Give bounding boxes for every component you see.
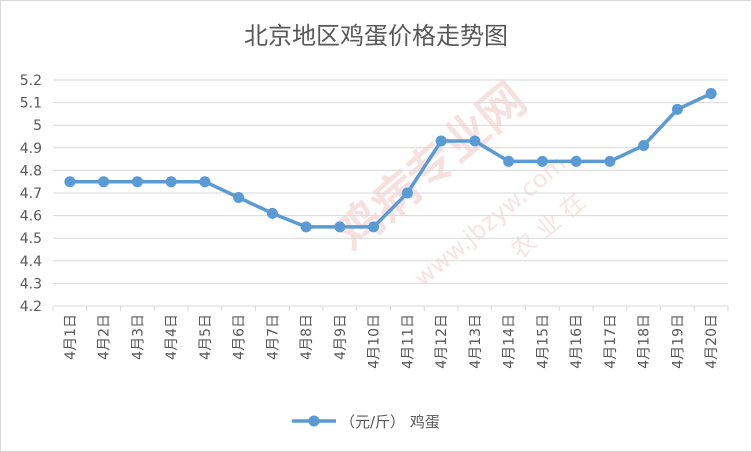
data-point [536, 155, 548, 167]
data-point [64, 176, 76, 188]
y-tick-label: 4.5 [20, 231, 42, 247]
y-tick-label: 5 [33, 118, 42, 134]
y-tick-label: 4.2 [20, 299, 42, 315]
legend: （元/斤） 鸡蛋 [292, 413, 440, 431]
x-tick-label: 4月20日 [704, 314, 720, 369]
y-axis: 4.2 4.3 4.4 4.5 4.6 4.7 4.8 4.9 5 5.1 5.2 [20, 73, 42, 315]
x-axis: 4月1日 4月2日 4月3日 4月4日 4月5日 4月6日 4月7日 4月8日 4月9日 4月10… [52, 306, 729, 369]
y-tick-label: 4.7 [20, 186, 42, 202]
x-tick-label: 4月18日 [637, 314, 653, 369]
legend-label: （元/斤） 鸡蛋 [340, 413, 440, 431]
data-point [638, 140, 650, 152]
data-point [705, 88, 717, 100]
data-point [570, 155, 582, 167]
y-tick-label: 5.2 [20, 73, 42, 89]
x-tick-label: 4月2日 [97, 314, 113, 360]
data-point [199, 176, 211, 188]
data-point [131, 176, 143, 188]
data-point [401, 187, 413, 199]
series-layer [64, 88, 717, 233]
y-tick-label: 4.9 [20, 141, 42, 157]
x-tick-label: 4月8日 [299, 314, 315, 360]
data-point [671, 103, 683, 115]
data-point [266, 207, 278, 219]
x-tick-label: 4月10日 [367, 314, 383, 369]
x-tick-label: 4月4日 [164, 314, 180, 360]
chart-title: 北京地区鸡蛋价格走势图 [244, 22, 508, 50]
data-point [300, 221, 312, 233]
y-tick-label: 4.6 [20, 209, 42, 225]
data-point [233, 192, 245, 204]
x-tick-label: 4月15日 [535, 314, 551, 369]
x-tick-label: 4月7日 [265, 314, 281, 360]
x-tick-label: 4月19日 [670, 314, 686, 369]
data-point [334, 221, 346, 233]
x-tick-label: 4月17日 [603, 314, 619, 369]
series-line [69, 91, 712, 229]
watermark-text: 鸡病专业网 [325, 72, 536, 261]
x-tick-label: 4月6日 [232, 314, 248, 360]
x-tick-label: 4月1日 [63, 314, 79, 360]
y-tick-label: 5.1 [20, 96, 42, 112]
x-tick-label: 4月9日 [333, 314, 349, 360]
x-tick-label: 4月12日 [434, 314, 450, 369]
data-point [165, 176, 177, 188]
y-tick-label: 4.8 [20, 163, 42, 179]
data-point [98, 176, 110, 188]
grid [53, 79, 728, 307]
x-tick-label: 4月3日 [130, 314, 146, 360]
x-tick-label: 4月16日 [569, 314, 585, 369]
data-point [604, 155, 616, 167]
y-tick-label: 4.3 [20, 276, 42, 292]
y-tick-label: 4.4 [20, 254, 42, 270]
x-tick-label: 4月14日 [502, 314, 518, 369]
legend-marker [308, 415, 320, 427]
data-point [368, 221, 380, 233]
data-point [435, 135, 447, 147]
data-point [469, 135, 481, 147]
data-point [503, 155, 515, 167]
x-tick-label: 4月5日 [198, 314, 214, 360]
x-tick-label: 4月13日 [468, 314, 484, 369]
x-tick-label: 4月11日 [400, 314, 416, 369]
